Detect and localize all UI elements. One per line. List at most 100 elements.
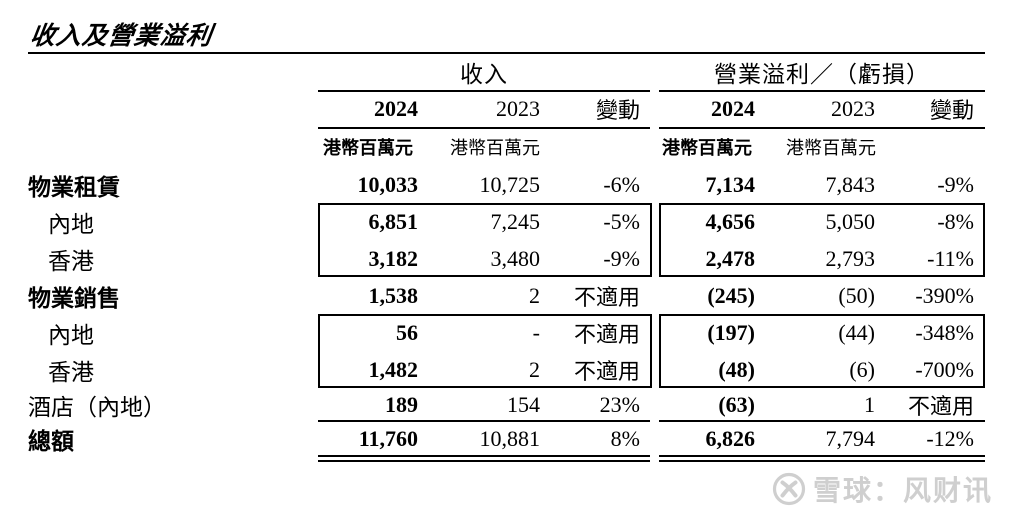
label-column-spacer [28, 127, 318, 166]
profit-subrows-box-1 [659, 203, 985, 277]
revenue-change-cell: -9% [603, 245, 640, 271]
revenue-2024-cell: 56 [396, 319, 418, 345]
unit-spacer [877, 127, 985, 166]
rule [318, 420, 650, 422]
profit-2023-unit: 港幣百萬元 [786, 137, 876, 158]
column-gap [650, 277, 659, 314]
revenue-2023-cell: 7,245 [490, 208, 541, 234]
revenue-2024-cell: 11,760 [358, 425, 418, 451]
revenue-2024-unit: 港幣百萬元 [323, 137, 413, 158]
year-header-row: 2024 2023 變動 2024 2023 變動 [28, 90, 985, 127]
profit-change-cell: -348% [915, 319, 974, 345]
revenue-change-cell: 23% [599, 391, 640, 417]
profit-change-cell: -9% [937, 171, 974, 197]
revenue-2023-cell: - [532, 319, 540, 345]
profit-2024-cell: 2,478 [705, 245, 756, 271]
revenue-2024-cell: 1,538 [368, 282, 419, 308]
watermark-text: 雪球：风财讯 [813, 475, 994, 506]
revenue-change-cell: 不適用 [573, 321, 640, 347]
revenue-group-header: 收入 [460, 62, 508, 87]
row-label: 內地 [48, 322, 94, 348]
profit-2024-cell: 7,134 [705, 171, 756, 197]
revenue-2024-cell: 1,482 [368, 356, 419, 382]
column-gap [650, 166, 659, 203]
row-label: 香港 [48, 359, 94, 385]
rule [318, 90, 650, 92]
profit-2024-cell: 6,826 [705, 425, 756, 451]
profit-2024-header: 2024 [711, 95, 755, 121]
double-rule [318, 455, 650, 462]
group-header-row: 收入 營業溢利／（虧損） [28, 54, 985, 90]
column-gap [650, 388, 659, 421]
watermark: 雪球：风财讯 [772, 469, 993, 509]
revenue-subrows-box-1 [318, 203, 652, 277]
profit-2023-header: 2023 [831, 95, 875, 121]
unit-spacer [541, 127, 650, 166]
profit-change-cell: -390% [915, 282, 974, 308]
revenue-2024-cell: 3,182 [368, 245, 419, 271]
row-label: 香港 [48, 248, 94, 274]
profit-subrows-box-2 [659, 314, 985, 388]
profit-2024-unit: 港幣百萬元 [662, 137, 752, 158]
revenue-2023-header: 2023 [496, 95, 540, 121]
double-rule [659, 455, 985, 462]
column-gap [650, 54, 659, 90]
revenue-2023-cell: 10,725 [479, 171, 541, 197]
profit-2024-cell: (63) [718, 391, 755, 417]
profit-2024-cell: (197) [707, 319, 755, 345]
revenue-change-header: 變動 [595, 97, 640, 123]
revenue-2023-cell: 10,881 [479, 425, 541, 451]
profit-2023-cell: 7,794 [825, 425, 876, 451]
revenue-2023-cell: 2 [529, 282, 540, 308]
column-gap [650, 127, 659, 166]
revenue-2023-unit: 港幣百萬元 [450, 137, 540, 158]
revenue-2024-header: 2024 [374, 95, 418, 121]
profit-2023-cell: 1 [864, 391, 875, 417]
revenue-2023-cell: 154 [507, 391, 540, 417]
rule [318, 127, 650, 129]
page-title: 收入及營業溢利 [28, 23, 215, 50]
profit-2023-cell: (44) [838, 319, 875, 345]
profit-2024-cell: (245) [707, 282, 755, 308]
revenue-change-cell: -6% [603, 171, 640, 197]
revenue-change-cell: 不適用 [573, 358, 640, 384]
profit-change-cell: 不適用 [907, 393, 974, 419]
table-row: 酒店（內地） 189 154 23% (63) 1 不適用 [28, 388, 985, 421]
profit-2023-cell: 7,843 [825, 171, 876, 197]
revenue-change-cell: -5% [603, 208, 640, 234]
profit-change-cell: -11% [927, 245, 974, 271]
profit-change-cell: -700% [915, 356, 974, 382]
label-column-spacer [28, 54, 318, 90]
profit-group-header: 營業溢利／（虧損） [714, 62, 930, 87]
profit-2024-cell: 4,656 [705, 208, 756, 234]
column-gap [650, 90, 659, 127]
revenue-2024-cell: 6,851 [368, 208, 419, 234]
label-column-spacer [28, 90, 318, 127]
revenue-change-cell: 不適用 [573, 284, 640, 310]
revenue-2024-cell: 10,033 [357, 171, 419, 197]
revenue-subrows-box-2 [318, 314, 652, 388]
profit-change-cell: -12% [926, 425, 974, 451]
table-row: 總額 11,760 10,881 8% 6,826 7,794 -12% [28, 421, 985, 456]
row-label: 物業銷售 [28, 285, 120, 311]
table-row: 內地 6,851 7,245 -5% 4,656 5,050 -8% [28, 203, 985, 240]
revenue-change-cell: 8% [610, 425, 640, 451]
table-row: 內地 56 - 不適用 (197) (44) -348% [28, 314, 985, 351]
profit-change-cell: -8% [937, 208, 974, 234]
profit-2023-cell: (6) [849, 356, 875, 382]
row-label: 內地 [48, 211, 94, 237]
rule [659, 420, 985, 422]
rule [659, 127, 985, 129]
table-row: 香港 1,482 2 不適用 (48) (6) -700% [28, 351, 985, 388]
profit-change-header: 變動 [929, 97, 974, 123]
row-label: 酒店（內地） [28, 394, 166, 420]
profit-2024-cell: (48) [718, 356, 755, 382]
table-row: 香港 3,182 3,480 -9% 2,478 2,793 -11% [28, 240, 985, 277]
rule [659, 90, 985, 92]
revenue-2023-cell: 2 [529, 356, 540, 382]
revenue-2024-cell: 189 [385, 391, 418, 417]
table-row: 物業銷售 1,538 2 不適用 (245) (50) -390% [28, 277, 985, 314]
column-gap [650, 421, 659, 456]
units-row: 港幣百萬元 港幣百萬元 港幣百萬元 港幣百萬元 [28, 127, 985, 166]
